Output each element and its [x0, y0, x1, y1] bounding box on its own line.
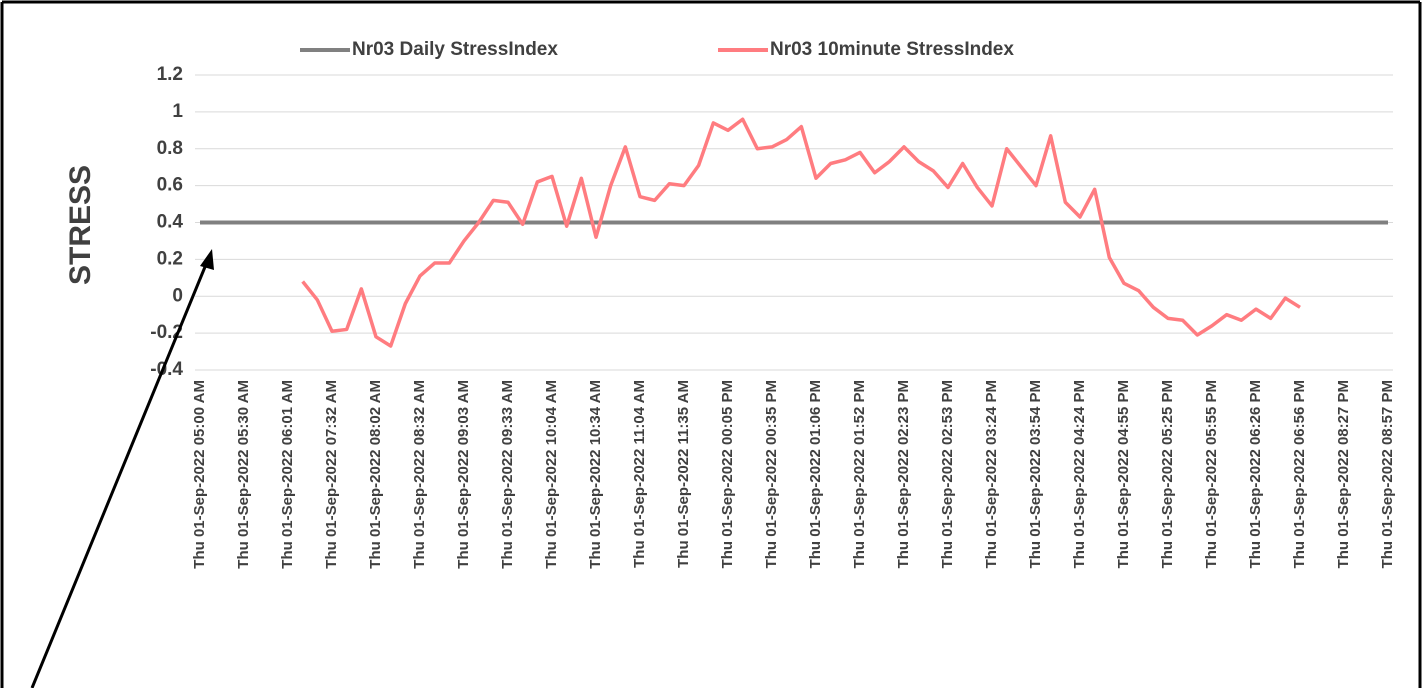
x-tick-label: Thu 01-Sep-2022 08:27 PM [1335, 380, 1352, 568]
y-tick-label: 0 [172, 285, 183, 306]
x-tick-label: Thu 01-Sep-2022 02:53 PM [939, 380, 956, 568]
x-tick-label: Thu 01-Sep-2022 04:24 PM [1071, 380, 1088, 568]
x-tick-label: Thu 01-Sep-2022 00:35 PM [763, 380, 780, 568]
x-tick-label: Thu 01-Sep-2022 06:01 AM [279, 380, 296, 569]
x-tick-label: Thu 01-Sep-2022 10:34 AM [587, 380, 604, 569]
x-tick-label: Thu 01-Sep-2022 04:55 PM [1115, 380, 1132, 568]
y-tick-label: 0.6 [157, 175, 183, 196]
x-tick-label: Thu 01-Sep-2022 08:32 AM [411, 380, 428, 569]
legend-label: Nr03 10minute StressIndex [770, 39, 1014, 60]
y-tick-label: 1 [172, 101, 183, 122]
y-tick-label: -0.4 [150, 359, 183, 380]
y-tick-label: 0.2 [157, 248, 183, 269]
x-tick-label: Thu 01-Sep-2022 10:04 AM [543, 380, 560, 569]
x-tick-label: Thu 01-Sep-2022 05:00 AM [191, 380, 208, 569]
series-line [301, 117, 1301, 348]
x-tick-label: Thu 01-Sep-2022 00:05 PM [719, 380, 736, 568]
y-tick-label: 0.4 [157, 212, 184, 233]
x-tick-label: Thu 01-Sep-2022 11:35 AM [675, 380, 692, 568]
x-tick-label: Thu 01-Sep-2022 02:23 PM [895, 380, 912, 568]
x-tick-label: Thu 01-Sep-2022 01:06 PM [807, 380, 824, 568]
x-tick-label: Thu 01-Sep-2022 07:32 AM [323, 380, 340, 569]
y-axis-title: STRESS [64, 165, 97, 285]
x-tick-label: Thu 01-Sep-2022 01:52 PM [851, 380, 868, 568]
x-tick-label: Thu 01-Sep-2022 05:30 AM [235, 380, 252, 569]
x-tick-label: Thu 01-Sep-2022 05:25 PM [1159, 380, 1176, 568]
x-tick-label: Thu 01-Sep-2022 05:55 PM [1203, 380, 1220, 568]
x-tick-label: Thu 01-Sep-2022 09:03 AM [455, 380, 472, 569]
x-tick-label: Thu 01-Sep-2022 11:04 AM [631, 380, 648, 568]
y-tick-label: 1.2 [157, 64, 183, 85]
x-tick-label: Thu 01-Sep-2022 09:33 AM [499, 380, 516, 569]
y-tick-label: 0.8 [157, 138, 183, 159]
x-tick-label: Thu 01-Sep-2022 03:54 PM [1027, 380, 1044, 568]
x-tick-label: Thu 01-Sep-2022 08:57 PM [1379, 380, 1396, 568]
x-tick-label: Thu 01-Sep-2022 08:02 AM [367, 380, 384, 569]
x-tick-label: Thu 01-Sep-2022 06:26 PM [1247, 380, 1264, 568]
x-tick-label: Thu 01-Sep-2022 06:56 PM [1291, 380, 1308, 568]
annotation-arrow [30, 249, 214, 688]
legend-label: Nr03 Daily StressIndex [352, 39, 558, 60]
x-tick-label: Thu 01-Sep-2022 03:24 PM [983, 380, 1000, 568]
